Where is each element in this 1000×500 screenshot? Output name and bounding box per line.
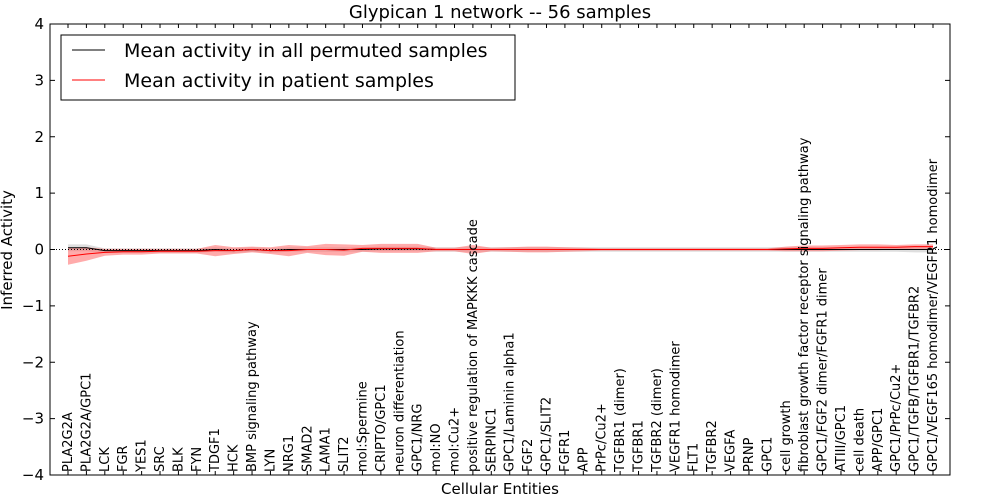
x-category-label: PLA2G2A/GPC1 (79, 373, 94, 472)
x-category-label: LCK (98, 447, 113, 472)
x-category-label: LAMA1 (319, 427, 334, 472)
x-category-label: TGFBR2 (dimer) (650, 368, 665, 473)
x-category-label: LYN (263, 449, 278, 472)
x-category-label: neuron differentiation (392, 330, 407, 472)
x-category-label: FYN (190, 447, 205, 472)
x-category-label: FLT1 (687, 443, 702, 472)
x-category-label: PLA2G2A (61, 412, 76, 472)
x-category-label: GPC1/PrPc/Cu2+ (889, 364, 904, 472)
x-category-label: positive regulation of MAPKKK cascade (466, 219, 481, 472)
x-category-label: cell growth (779, 400, 794, 472)
x-category-label: VEGFR1 homodimer (668, 341, 683, 472)
x-category-label: YES1 (135, 439, 150, 473)
x-axis-label: Cellular Entities (441, 480, 559, 498)
y-tick-label: 3 (34, 71, 44, 89)
x-category-label: GPC1/VEGF165 homodimer/VEGFR1 homodimer (926, 158, 941, 472)
x-category-label: NRG1 (282, 435, 297, 472)
x-category-label: TGFBR1 (dimer) (613, 368, 628, 473)
series-line-patient (67, 246, 933, 257)
x-category-label: FGF2 (521, 439, 536, 472)
x-category-label: mol:NO (429, 423, 444, 472)
y-tick-label: 4 (34, 15, 44, 33)
x-category-label: GPC1/TGFB/TGFBR1/TGFBR2 (908, 286, 923, 472)
x-category-label: PrPc/Cu2+ (595, 403, 610, 472)
x-category-label: SERPINC1 (484, 408, 499, 472)
x-category-label: PRNP (742, 437, 757, 472)
y-tick-label: 1 (34, 184, 44, 202)
y-tick-label: −2 (22, 353, 44, 371)
x-category-label: TGFBR2 (705, 420, 720, 473)
y-tick-label: −1 (22, 297, 44, 315)
y-axis-label: Inferred Activity (0, 190, 16, 310)
x-category-label: BLK (171, 447, 186, 472)
x-category-label: HCK (227, 444, 242, 472)
x-category-label: FGFR1 (558, 430, 573, 472)
x-category-label: mol:Spermine (355, 381, 370, 472)
x-category-label: VEGFA (724, 430, 739, 472)
chart-title: Glypican 1 network -- 56 samples (349, 2, 651, 23)
x-category-label: cell death (852, 408, 867, 472)
x-category-label: GPC1/SLIT2 (540, 397, 555, 472)
x-category-label: GPC1 (760, 437, 775, 472)
x-category-label: CRIPTO/GPC1 (374, 384, 389, 472)
y-tick-label: −4 (22, 466, 44, 484)
x-category-label: SLIT2 (337, 436, 352, 472)
x-category-label: SMAD2 (300, 425, 315, 472)
x-category-label: ATIII/GPC1 (834, 405, 849, 472)
x-category-label: mol:Cu2+ (447, 407, 462, 472)
x-category-label: GPC1/Laminin alpha1 (503, 332, 518, 472)
x-category-label: APP/GPC1 (871, 408, 886, 472)
x-category-label: SRC (153, 446, 168, 472)
legend-label-permuted: Mean activity in all permuted samples (124, 40, 487, 62)
x-category-label: fibroblast growth factor receptor signal… (797, 137, 812, 472)
legend-label-patient: Mean activity in patient samples (124, 70, 434, 92)
y-tick-label: 0 (34, 241, 44, 259)
legend: Mean activity in all permuted samples Me… (60, 34, 516, 101)
x-category-label: GPC1/FGF2 dimer/FGFR1 dimer (816, 268, 831, 472)
y-tick-label: −3 (22, 410, 44, 428)
x-category-label: BMP signaling pathway (245, 321, 260, 472)
x-category-label: APP (576, 447, 591, 472)
x-category-label: GPC1/NRG (411, 404, 426, 472)
x-category-label: FGR (116, 445, 131, 472)
x-category-label: TGFBR1 (632, 420, 647, 473)
x-category-label: TDGF1 (208, 428, 223, 473)
y-tick-label: 2 (34, 128, 44, 146)
legend-box (60, 34, 516, 101)
